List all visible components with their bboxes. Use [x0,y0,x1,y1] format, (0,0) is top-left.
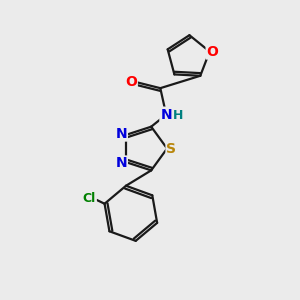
Text: N: N [115,157,127,170]
Text: S: S [167,142,176,155]
Text: N: N [160,108,172,122]
Text: H: H [173,109,184,122]
Text: O: O [207,44,218,58]
Text: O: O [125,75,137,89]
Text: N: N [115,127,127,141]
Text: Cl: Cl [82,192,96,205]
